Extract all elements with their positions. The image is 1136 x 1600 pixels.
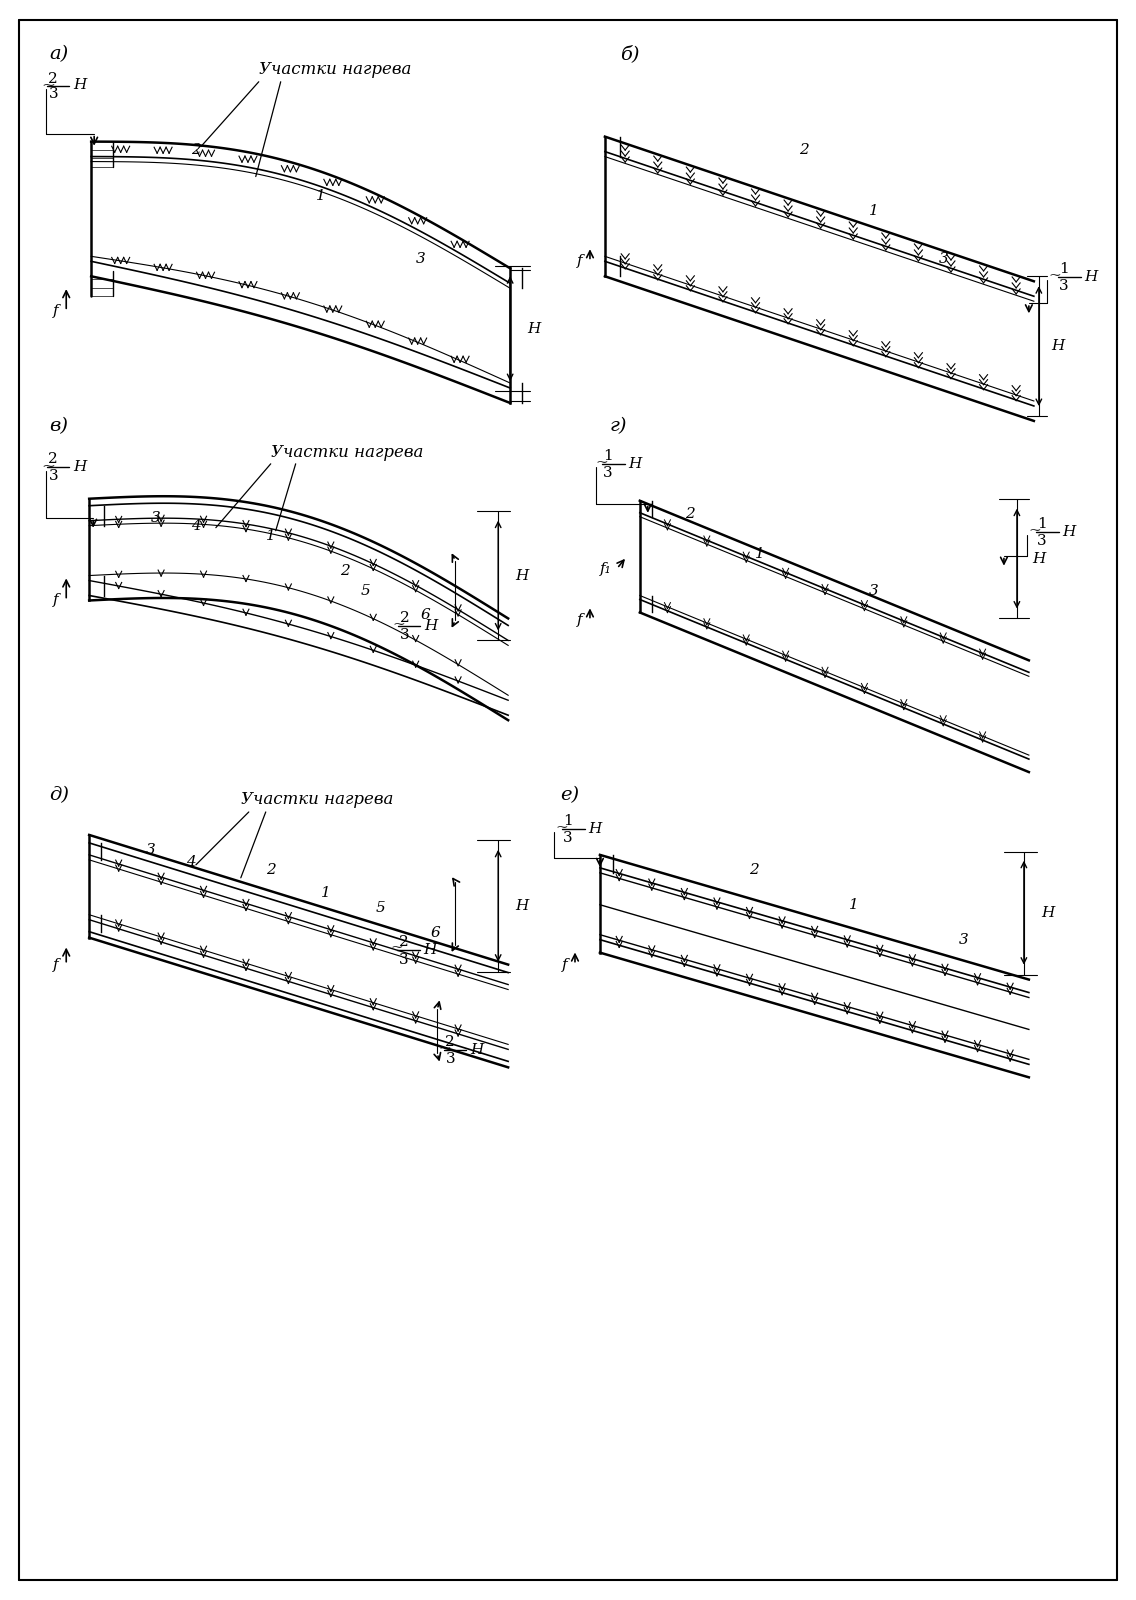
Text: H: H bbox=[588, 822, 601, 835]
Text: 3: 3 bbox=[151, 510, 161, 525]
Text: f: f bbox=[562, 957, 568, 971]
Text: f: f bbox=[577, 613, 583, 627]
Text: ~: ~ bbox=[1049, 269, 1061, 283]
Text: H: H bbox=[470, 1043, 484, 1058]
Text: 2: 2 bbox=[400, 611, 409, 626]
Text: 3: 3 bbox=[445, 1053, 456, 1066]
Text: H: H bbox=[527, 322, 541, 336]
Text: H: H bbox=[515, 568, 528, 582]
Text: ~: ~ bbox=[1029, 523, 1042, 538]
Text: 3: 3 bbox=[399, 952, 408, 966]
Text: 2: 2 bbox=[341, 563, 350, 578]
Text: 6: 6 bbox=[420, 608, 431, 622]
Text: 3: 3 bbox=[147, 843, 156, 858]
Text: H: H bbox=[425, 619, 437, 634]
Text: 3: 3 bbox=[49, 469, 58, 483]
Text: H: H bbox=[515, 899, 528, 912]
Text: 1: 1 bbox=[754, 547, 765, 560]
Text: д): д) bbox=[49, 786, 69, 805]
Text: 2: 2 bbox=[399, 934, 408, 949]
Text: 1: 1 bbox=[1059, 262, 1069, 277]
Text: 4: 4 bbox=[186, 854, 195, 869]
Text: H: H bbox=[1051, 339, 1064, 354]
Text: H: H bbox=[1062, 525, 1075, 539]
Text: f₁: f₁ bbox=[600, 562, 611, 576]
Text: ~: ~ bbox=[556, 821, 568, 835]
Text: Участки нагрева: Участки нагрева bbox=[241, 792, 393, 808]
Text: ~: ~ bbox=[392, 619, 406, 632]
Text: H: H bbox=[1041, 906, 1054, 920]
Text: 2: 2 bbox=[191, 142, 201, 157]
Text: е): е) bbox=[560, 786, 579, 805]
Text: H: H bbox=[424, 942, 436, 957]
Text: г): г) bbox=[610, 418, 627, 435]
Text: H: H bbox=[1031, 552, 1045, 565]
Text: f: f bbox=[53, 594, 59, 608]
Text: 1: 1 bbox=[603, 450, 612, 462]
Text: ~: ~ bbox=[41, 458, 56, 474]
Text: 1: 1 bbox=[316, 189, 325, 203]
Text: H: H bbox=[73, 459, 86, 474]
Text: 1: 1 bbox=[320, 886, 331, 899]
Text: 1: 1 bbox=[266, 528, 276, 542]
Text: 1: 1 bbox=[869, 205, 879, 219]
Text: в): в) bbox=[49, 418, 68, 435]
Text: 3: 3 bbox=[603, 466, 612, 480]
Text: 2: 2 bbox=[685, 507, 694, 520]
Text: 1: 1 bbox=[850, 898, 859, 912]
Text: 5: 5 bbox=[376, 901, 385, 915]
Text: 3: 3 bbox=[869, 584, 879, 597]
Text: 3: 3 bbox=[400, 629, 409, 643]
Text: 3: 3 bbox=[1037, 534, 1046, 547]
Text: 3: 3 bbox=[939, 253, 949, 266]
Text: 2: 2 bbox=[800, 142, 809, 157]
Text: 2: 2 bbox=[266, 862, 276, 877]
Text: 6: 6 bbox=[431, 926, 440, 939]
Text: ~: ~ bbox=[438, 1042, 451, 1056]
Text: 3: 3 bbox=[416, 253, 425, 266]
Text: 3: 3 bbox=[1059, 280, 1069, 293]
Text: 5: 5 bbox=[360, 584, 370, 597]
Text: 3: 3 bbox=[959, 933, 969, 947]
Text: ~: ~ bbox=[391, 941, 403, 955]
Text: H: H bbox=[628, 458, 641, 470]
Text: f: f bbox=[53, 304, 59, 318]
Text: ~: ~ bbox=[595, 456, 608, 470]
Text: f: f bbox=[577, 254, 583, 269]
Text: 2: 2 bbox=[445, 1035, 456, 1050]
Text: 2: 2 bbox=[49, 451, 58, 466]
Text: 2: 2 bbox=[49, 72, 58, 86]
Text: ~: ~ bbox=[41, 77, 56, 93]
Text: 1: 1 bbox=[1037, 517, 1046, 531]
Text: f: f bbox=[53, 957, 59, 971]
Text: б): б) bbox=[620, 45, 640, 62]
Text: 2: 2 bbox=[750, 862, 759, 877]
Text: 3: 3 bbox=[49, 86, 58, 101]
Text: 1: 1 bbox=[563, 814, 573, 827]
Text: H: H bbox=[73, 78, 86, 91]
Text: Участки нагрева: Участки нагрева bbox=[259, 61, 411, 78]
Text: а): а) bbox=[49, 45, 68, 62]
Text: 3: 3 bbox=[563, 830, 573, 845]
Text: H: H bbox=[1084, 270, 1097, 285]
Text: Участки нагрева: Участки нагрева bbox=[270, 445, 423, 461]
Text: 4: 4 bbox=[191, 518, 201, 533]
